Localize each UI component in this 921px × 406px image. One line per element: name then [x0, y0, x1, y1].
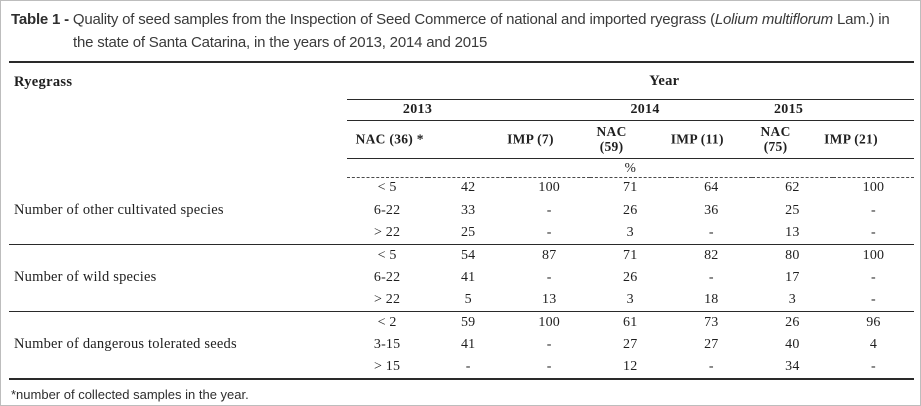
value-cell: 27: [623, 336, 638, 352]
value-cell: -: [546, 202, 552, 218]
value-cell: -: [546, 224, 552, 240]
table-caption-text-1: Quality of seed samples from the Inspect…: [68, 11, 715, 28]
value-cell: 26: [751, 310, 833, 334]
ryegrass-column-header: Ryegrass: [14, 74, 73, 90]
value-cell: 96: [832, 310, 914, 334]
value-cell: 3: [626, 224, 634, 240]
value-cell: 12: [623, 358, 638, 374]
imp-2014-header: IMP (11): [670, 131, 724, 147]
range-cell: < 5: [346, 243, 428, 267]
value-cell: 13: [542, 291, 557, 307]
value-cell: 25: [785, 202, 800, 218]
value-cell: -: [465, 358, 471, 374]
value-cell: 3: [788, 291, 796, 307]
nac-2014-header: NAC (59): [596, 123, 627, 154]
value-cell: -: [546, 358, 552, 374]
range-cell: 6-22: [373, 202, 401, 218]
value-cell: 5: [464, 291, 472, 307]
value-cell: 13: [785, 224, 800, 240]
value-cell: 100: [862, 180, 885, 196]
value-cell: -: [546, 336, 552, 352]
value-cell: 71: [623, 180, 638, 196]
year-2013-header: 2013: [402, 101, 433, 117]
value-cell: 64: [704, 180, 719, 196]
value-cell: 100: [508, 310, 590, 334]
nac-2015-header: NAC (75): [760, 123, 791, 154]
range-cell: > 15: [374, 358, 401, 374]
value-cell: -: [708, 269, 714, 285]
value-cell: 26: [623, 269, 638, 285]
value-cell: -: [871, 202, 876, 218]
imp-2015-header: IMP (21): [824, 131, 878, 147]
value-cell: 41: [460, 336, 476, 352]
range-cell: > 22: [374, 291, 401, 307]
value-cell: 62: [785, 180, 800, 196]
value-cell: 80: [751, 243, 833, 267]
value-cell: 59: [427, 310, 509, 334]
value-cell: -: [871, 291, 876, 307]
value-cell: 82: [670, 243, 752, 267]
value-cell: 26: [623, 202, 638, 218]
row-group-label: Number of other cultivated species: [14, 201, 224, 218]
sample-headers-row: NAC (36) * IMP (7) NAC (59) IMP (11) NAC…: [346, 120, 914, 159]
value-cell: 17: [785, 269, 800, 285]
value-cell: 3: [626, 291, 634, 307]
value-cell: 33: [460, 202, 476, 218]
value-cell: -: [871, 224, 876, 240]
value-cell: 18: [704, 291, 719, 307]
value-cell: 36: [704, 202, 719, 218]
value-cell: 100: [832, 243, 914, 267]
value-cell: 34: [785, 358, 800, 374]
value-cell: -: [708, 224, 714, 240]
value-cell: 4: [869, 336, 878, 352]
value-cell: 73: [670, 310, 752, 334]
table-footnote: *number of collected samples in the year…: [11, 386, 249, 402]
value-cell: 41: [460, 269, 476, 285]
seed-quality-table: Ryegrass Year 2013 2014 2015 NAC (36) *: [9, 61, 914, 380]
range-cell: 3-15: [373, 336, 401, 352]
year-header: Year: [649, 72, 680, 89]
value-cell: 40: [785, 336, 800, 352]
table-caption: Table 1 - Quality of seed samples from t…: [11, 8, 910, 54]
value-cell: 100: [538, 180, 561, 196]
table-caption-species: Lolium multiflorum: [714, 11, 833, 28]
table-caption-text-2: Lam.) in the state of Santa Catarina, in…: [73, 11, 890, 51]
value-cell: 71: [589, 243, 671, 267]
imp-2013-header: IMP (7): [507, 131, 554, 147]
year-2015-header: 2015: [773, 101, 804, 117]
year-2014-header: 2014: [630, 101, 660, 117]
value-cell: -: [871, 358, 876, 374]
row-group-label: Number of dangerous tolerated seeds: [9, 310, 347, 379]
row-group-label: Number of wild species: [9, 243, 347, 312]
value-cell: 61: [589, 310, 671, 334]
range-cell: < 2: [346, 310, 428, 334]
percent-unit-label: %: [346, 158, 914, 178]
value-cell: 42: [460, 180, 476, 196]
year-header-cell: Year: [346, 62, 914, 100]
range-cell: > 22: [374, 224, 401, 240]
value-cell: -: [708, 358, 714, 374]
years-row: 2013 2014 2015: [346, 99, 914, 121]
value-cell: 54: [427, 243, 509, 267]
table-caption-number: Table 1 -: [11, 11, 69, 28]
value-cell: 25: [460, 224, 476, 240]
range-cell: 6-22: [373, 269, 401, 285]
value-cell: 27: [704, 336, 719, 352]
value-cell: -: [546, 269, 552, 285]
value-cell: 87: [508, 243, 590, 267]
nac-2013-header: NAC (36) *: [355, 131, 424, 147]
value-cell: -: [871, 269, 876, 285]
range-cell: < 5: [377, 180, 397, 196]
